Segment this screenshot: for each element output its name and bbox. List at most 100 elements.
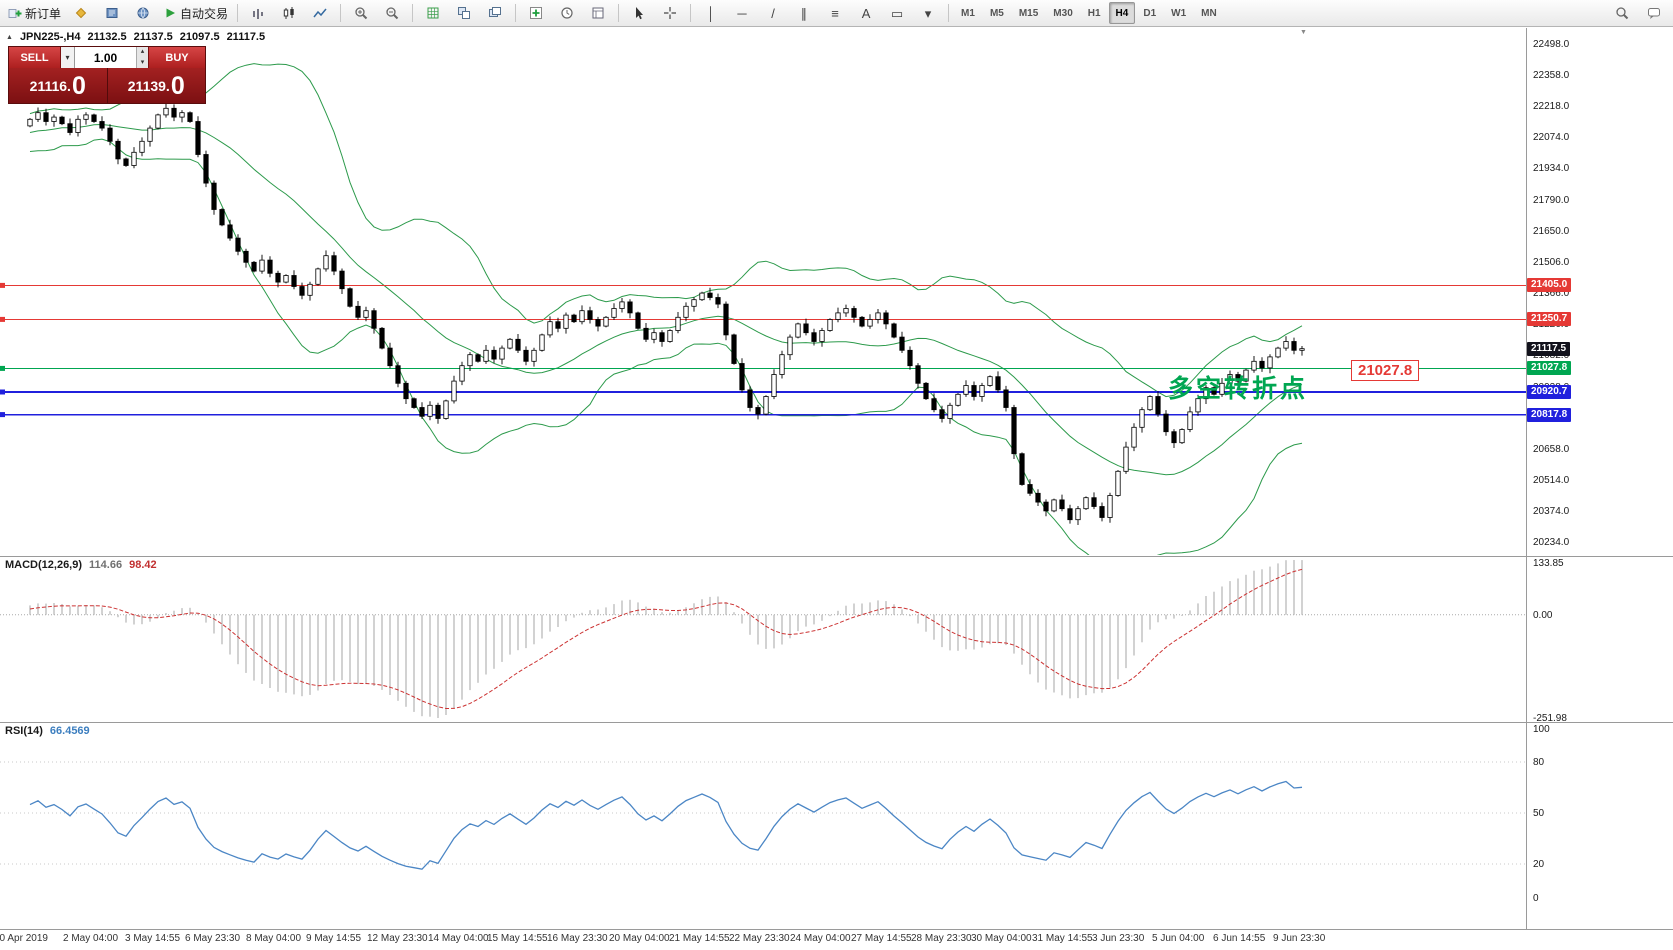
line-chart-button[interactable] — [305, 1, 335, 25]
text-icon: A — [861, 5, 871, 21]
main-chart-plot[interactable] — [0, 63, 1526, 570]
line-anchor[interactable] — [0, 389, 5, 395]
periods-button[interactable] — [552, 1, 582, 25]
buy-price: 21139. — [127, 77, 170, 94]
label-button[interactable]: ▭ — [882, 1, 912, 25]
timeframe-mn-button[interactable]: MN — [1201, 7, 1217, 19]
symbol-info: ▲ JPN225-,H4 21132.5 21137.5 21097.5 211… — [6, 31, 265, 43]
navigator-button[interactable] — [128, 1, 158, 25]
toolbar-separator — [618, 4, 620, 22]
macd-name: MACD(12,26,9) — [5, 559, 83, 571]
volume-down-button[interactable]: ▾ — [140, 58, 145, 66]
volume-input[interactable] — [75, 47, 137, 68]
autotrading-button[interactable]: 自动交易 — [159, 1, 232, 25]
text-button[interactable]: A — [851, 1, 881, 25]
timeframe-d1-button[interactable]: D1 — [1143, 7, 1157, 19]
cascade-icon — [488, 6, 502, 20]
market-watch-button[interactable] — [97, 1, 127, 25]
diamond-icon — [74, 6, 88, 20]
timeframe-w1-button[interactable]: W1 — [1171, 7, 1187, 19]
indicators-button[interactable] — [521, 1, 551, 25]
sell-price-pip: 0 — [71, 71, 86, 100]
community-chat-button[interactable] — [1639, 1, 1669, 25]
autotrading-button-label: 自动交易 — [180, 6, 229, 21]
turning-point-annotation[interactable]: 多空转折点 — [1168, 375, 1309, 403]
bar-close: 21117.5 — [226, 31, 266, 43]
horizontal-line-button[interactable]: ─ — [727, 1, 757, 25]
toolbar-separator — [412, 4, 414, 22]
tile-windows-button[interactable] — [449, 1, 479, 25]
auto-arrange-button[interactable] — [418, 1, 448, 25]
volume-box: ▴ ▾ — [75, 47, 148, 68]
sell-button[interactable]: SELL — [9, 47, 61, 68]
line-icon — [313, 6, 327, 20]
timeframe-h4-button[interactable]: H4 — [1108, 2, 1136, 24]
candle-icon — [282, 6, 296, 20]
rsi-value: 66.4569 — [49, 725, 90, 737]
line-anchor[interactable] — [0, 282, 5, 288]
chevron-down-icon[interactable]: ▾ — [61, 47, 75, 68]
rsi-name: RSI(14) — [5, 725, 43, 737]
line-anchor[interactable] — [0, 365, 5, 371]
crosshair-icon — [663, 6, 677, 20]
shapes-button[interactable]: ▾ — [913, 1, 943, 25]
buy-button[interactable]: BUY — [148, 47, 205, 68]
rsi-panel-separator[interactable] — [0, 722, 1673, 723]
sell-price-button[interactable]: 21116. 0 — [9, 68, 108, 103]
bollinger-lower-band[interactable] — [29, 138, 1303, 569]
new-order-button[interactable]: 新订单 — [4, 1, 65, 25]
plus-box-icon — [529, 6, 543, 20]
bar-open: 21132.5 — [87, 31, 127, 43]
timeframe-m1-button[interactable]: M1 — [961, 7, 975, 19]
zoom-in-button[interactable] — [346, 1, 376, 25]
trendline-button[interactable]: / — [758, 1, 788, 25]
time-axis-separator — [0, 929, 1673, 930]
macd-panel-plot[interactable] — [0, 560, 1526, 718]
play-icon — [163, 6, 177, 20]
line-anchor[interactable] — [0, 412, 5, 418]
timeframe-h1-button[interactable]: H1 — [1087, 7, 1101, 19]
grid-icon — [426, 6, 440, 20]
rsi-indicator-label: RSI(14) 66.4569 — [5, 725, 90, 737]
price-annotation-label[interactable]: 21027.8 — [1351, 360, 1420, 381]
search-button[interactable] — [1607, 1, 1637, 25]
vertical-line-button[interactable]: │ — [696, 1, 726, 25]
candlestick-chart-button[interactable] — [274, 1, 304, 25]
toolbar-separator — [340, 4, 342, 22]
bars-icon — [251, 6, 265, 20]
macd-panel-separator[interactable] — [0, 556, 1673, 557]
templates-button[interactable] — [583, 1, 613, 25]
symbol-title: JPN225-,H4 — [19, 31, 81, 43]
bollinger-middle-band[interactable] — [29, 123, 1303, 476]
bar-chart-button[interactable] — [243, 1, 273, 25]
cursor-button[interactable] — [624, 1, 654, 25]
cascade-windows-button[interactable] — [480, 1, 510, 25]
zoom-in-icon — [354, 6, 368, 20]
line-anchor[interactable] — [0, 316, 5, 322]
timeframe-m15-button[interactable]: M15 — [1018, 7, 1039, 19]
bollinger-upper-band[interactable] — [29, 63, 1303, 398]
tile-icon — [457, 6, 471, 20]
timeframe-m5-button[interactable]: M5 — [989, 7, 1004, 19]
price-shift-marker-icon[interactable]: ▼ — [1300, 29, 1307, 36]
zoom-out-button[interactable] — [377, 1, 407, 25]
timeframe-m30-button[interactable]: M30 — [1053, 7, 1073, 19]
new-order-button-label: 新订单 — [25, 6, 62, 21]
mql-community-button[interactable] — [66, 1, 96, 25]
time-axis[interactable] — [0, 930, 1526, 950]
volume-up-button[interactable]: ▴ — [140, 48, 145, 55]
macd-indicator-label: MACD(12,26,9) 114.66 98.42 — [5, 559, 157, 571]
globe-icon — [136, 6, 150, 20]
buy-price-button[interactable]: 21139. 0 — [107, 68, 205, 103]
channel-button[interactable]: ∥ — [789, 1, 819, 25]
rsi-panel-plot[interactable] — [0, 761, 1526, 870]
clock-icon — [560, 6, 574, 20]
price-scale[interactable] — [1526, 28, 1673, 929]
fibonacci-icon: ≡ — [831, 5, 839, 21]
cursor-icon — [632, 6, 646, 20]
crosshair-button[interactable] — [655, 1, 685, 25]
chart-marker-icon: ▲ — [6, 33, 13, 41]
fibonacci-button[interactable]: ≡ — [820, 1, 850, 25]
